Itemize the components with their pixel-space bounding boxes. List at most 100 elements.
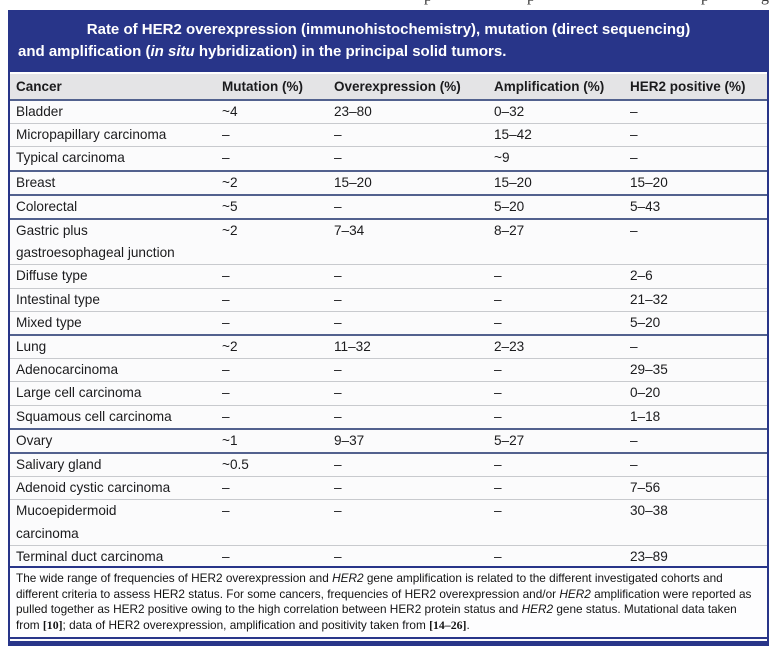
cell-mutation: – xyxy=(222,362,230,378)
table-row: Mixed type – – – 5–20 xyxy=(10,310,767,334)
reference-citation: [10] xyxy=(42,617,63,632)
clipped-letter: g xyxy=(761,0,769,6)
cell-overexpression: – xyxy=(334,457,342,473)
cell-her2-positive: 7–56 xyxy=(630,480,661,496)
table-row: Colorectal ~5 – 5–20 5–43 xyxy=(10,193,767,218)
cell-her2-positive: – xyxy=(630,457,638,473)
table-header-row: Cancer Mutation (%) Overexpression (%) A… xyxy=(10,72,767,99)
cell-cancer: Typical carcinoma xyxy=(16,150,125,166)
cell-amplification: 8–27 xyxy=(494,223,525,239)
column-header-cancer: Cancer xyxy=(16,79,62,94)
cell-overexpression: – xyxy=(334,385,342,401)
cell-amplification: – xyxy=(494,457,502,473)
cell-overexpression: – xyxy=(334,268,342,284)
cell-cancer: Terminal duct carcinoma xyxy=(16,548,164,564)
column-header-mutation: Mutation (%) xyxy=(222,79,303,94)
cell-amplification: – xyxy=(494,291,502,307)
cell-overexpression: – xyxy=(334,480,342,496)
cell-cancer: Diffuse type xyxy=(16,268,88,284)
cell-her2-positive: – xyxy=(630,339,638,355)
cell-her2-positive: 0–20 xyxy=(630,385,661,401)
cell-mutation: – xyxy=(222,268,230,284)
cell-amplification: 2–23 xyxy=(494,339,525,355)
cell-her2-positive: 15–20 xyxy=(630,174,668,190)
cell-overexpression: 11–32 xyxy=(334,339,371,355)
cell-her2-positive: – xyxy=(630,127,638,143)
text-segment: hybridization) in the principal solid tu… xyxy=(194,43,507,60)
table-row: Micropapillary carcinoma – – 15–42 – xyxy=(10,123,767,146)
cell-amplification: – xyxy=(494,480,502,496)
cell-mutation: – xyxy=(222,314,230,330)
table-title: Rate of HER2 overexpression (immunohisto… xyxy=(10,12,767,72)
italic-gene-text: HER2 xyxy=(559,586,591,601)
cell-amplification: ~9 xyxy=(494,150,510,166)
cell-her2-positive: – xyxy=(630,223,638,239)
table-row: Bladder ~4 23–80 0–32 – xyxy=(10,99,767,123)
cell-her2-positive: – xyxy=(630,104,638,119)
cell-cancer: Mucoepidermoid carcinoma xyxy=(16,503,117,541)
cell-overexpression: – xyxy=(334,503,342,519)
text-segment: The wide range of frequencies of HER2 ov… xyxy=(16,571,333,586)
table-row: Ovary ~1 9–37 5–27 – xyxy=(10,427,767,452)
cell-overexpression: – xyxy=(334,548,342,564)
text-segment: amplification were reported as pulled to… xyxy=(16,586,752,617)
cell-mutation: – xyxy=(222,150,230,166)
cell-amplification: 15–20 xyxy=(494,174,532,190)
cell-cancer: Gastric plus gastroesophageal junction xyxy=(16,223,175,261)
cell-amplification: 5–27 xyxy=(494,432,525,448)
column-header-amplification: Amplification (%) xyxy=(494,79,605,94)
column-header-overexpression: Overexpression (%) xyxy=(334,79,461,94)
table-row: Squamous cell carcinoma – – – 1–18 xyxy=(10,404,767,428)
clipped-letter: p xyxy=(701,0,709,6)
cell-her2-positive: 30–38 xyxy=(630,503,668,519)
cell-amplification: – xyxy=(494,408,502,424)
cell-overexpression: 7–34 xyxy=(334,223,365,239)
cell-amplification: – xyxy=(494,385,502,401)
cell-mutation: – xyxy=(222,408,230,424)
cell-mutation: – xyxy=(222,480,230,496)
cell-overexpression: – xyxy=(334,291,342,307)
cell-mutation: ~0.5 xyxy=(222,457,249,473)
cell-mutation: ~2 xyxy=(222,339,238,355)
text-segment: gene amplification is related to the dif… xyxy=(16,571,723,601)
cell-amplification: 15–42 xyxy=(494,127,532,143)
cell-amplification: – xyxy=(494,362,502,378)
her2-rate-table: Rate of HER2 overexpression (immunohisto… xyxy=(8,10,769,646)
cell-mutation: ~2 xyxy=(222,174,238,190)
cell-mutation: – xyxy=(222,548,230,564)
cell-cancer: Mixed type xyxy=(16,314,82,330)
cell-mutation: – xyxy=(222,503,230,519)
cell-mutation: – xyxy=(222,385,230,401)
cell-overexpression: 9–37 xyxy=(334,432,365,448)
cell-cancer: Large cell carcinoma xyxy=(16,385,142,401)
cell-cancer: Breast xyxy=(16,174,56,190)
cell-cancer: Salivary gland xyxy=(16,457,102,473)
table-row: Intestinal type – – – 21–32 xyxy=(10,287,767,311)
cell-amplification: – xyxy=(494,268,502,284)
cell-overexpression: 23–80 xyxy=(334,104,372,119)
cell-her2-positive: – xyxy=(630,432,638,448)
table-row: Diffuse type – – – 2–6 xyxy=(10,264,767,287)
cell-her2-positive: – xyxy=(630,150,638,166)
table-row: Lung ~2 11–32 2–23 – xyxy=(10,334,767,358)
cell-cancer: Ovary xyxy=(16,432,53,448)
clipped-text-remnant: pppg xyxy=(0,0,777,9)
cell-overexpression: 15–20 xyxy=(334,174,372,190)
cell-her2-positive: 5–20 xyxy=(630,314,661,330)
table-row: Typical carcinoma – – ~9 – xyxy=(10,146,767,169)
italic-gene-text: in situ xyxy=(150,43,195,60)
cell-overexpression: – xyxy=(334,362,342,378)
cell-her2-positive: 23–89 xyxy=(630,548,668,564)
cell-cancer: Lung xyxy=(16,339,47,355)
table-footnote: The wide range of frequencies of HER2 ov… xyxy=(10,566,767,639)
cell-her2-positive: 2–6 xyxy=(630,268,653,284)
column-header-her2-positive: HER2 positive (%) xyxy=(630,79,746,94)
table-row: Gastric plus gastroesophageal junction ~2… xyxy=(10,218,767,264)
cell-her2-positive: 1–18 xyxy=(630,408,661,424)
clipped-letter: p xyxy=(527,0,535,6)
cell-overexpression: – xyxy=(334,150,342,166)
cell-mutation: – xyxy=(222,291,230,307)
cell-cancer: Intestinal type xyxy=(16,291,100,307)
cell-amplification: – xyxy=(494,548,502,564)
